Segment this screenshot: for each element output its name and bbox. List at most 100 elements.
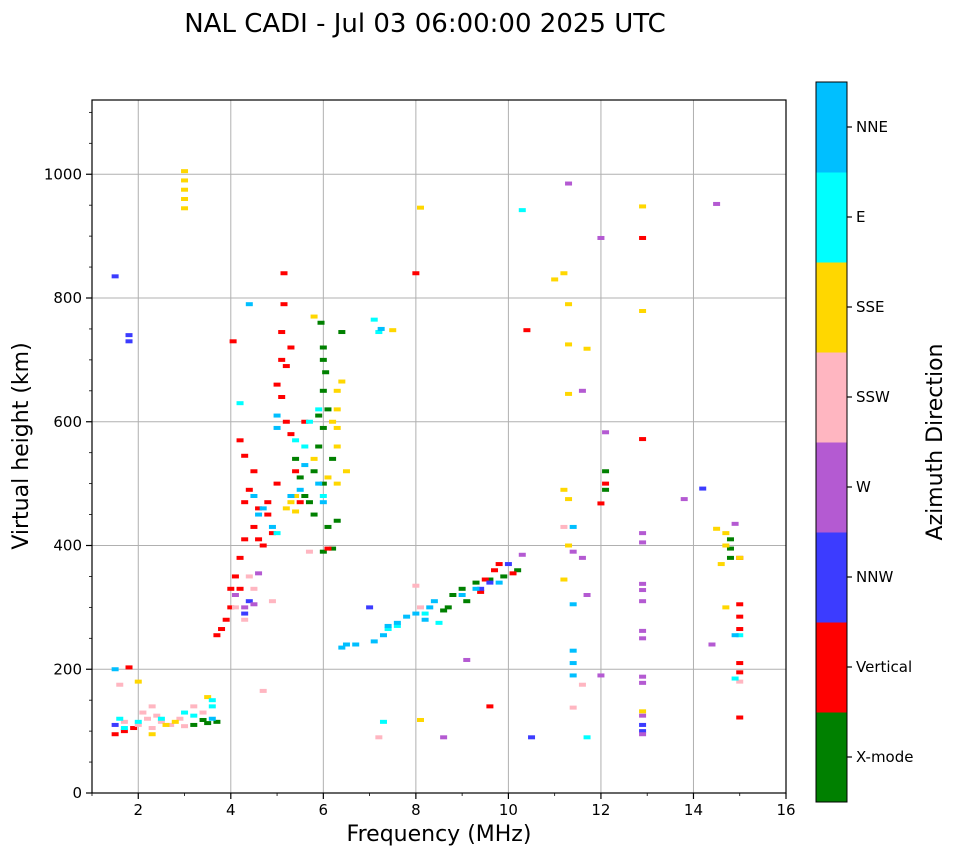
data-point-nnw — [125, 333, 133, 338]
data-point-sse — [389, 328, 397, 333]
data-point-sse — [639, 308, 647, 313]
data-point-sse — [722, 531, 730, 536]
data-point-vertical — [481, 577, 489, 582]
data-point-ssw — [560, 524, 568, 529]
data-point-vertical — [241, 453, 249, 458]
data-point-nne — [731, 633, 739, 638]
data-point-x-mode — [463, 599, 471, 604]
data-point-vertical — [245, 487, 253, 492]
data-point-vertical — [241, 500, 249, 505]
data-point-w — [255, 571, 263, 576]
data-point-x-mode — [319, 481, 327, 486]
data-point-nne — [315, 481, 323, 486]
data-point-w — [440, 735, 448, 740]
data-point-nnw — [241, 611, 249, 616]
data-point-sse — [583, 346, 591, 351]
data-point-vertical — [736, 627, 744, 632]
data-point-vertical — [639, 437, 647, 442]
data-point-sse — [204, 695, 212, 700]
data-point-ssw — [250, 586, 258, 591]
data-point-nnw — [477, 586, 485, 591]
data-point-x-mode — [296, 475, 304, 480]
data-point-nne — [569, 524, 577, 529]
data-point-nnw — [528, 735, 536, 740]
data-point-nnw — [125, 339, 133, 344]
data-point-vertical — [259, 543, 267, 548]
data-point-nne — [569, 661, 577, 666]
data-point-x-mode — [324, 407, 332, 412]
data-point-sse — [713, 526, 721, 531]
data-point-sse — [333, 425, 341, 430]
data-point-w — [639, 680, 647, 685]
data-point-sse — [551, 277, 559, 282]
data-point-vertical — [301, 419, 309, 424]
data-point-sse — [181, 197, 189, 201]
data-point-vertical — [280, 302, 288, 307]
data-point-vertical — [250, 469, 258, 474]
data-point-vertical — [287, 432, 295, 437]
data-point-sse — [338, 379, 346, 384]
data-point-sse — [134, 679, 142, 684]
data-point-sse — [639, 204, 647, 209]
data-point-ssw — [245, 574, 253, 579]
data-point-vertical — [639, 235, 647, 240]
data-point-sse — [333, 481, 341, 486]
data-point-vertical — [278, 330, 286, 335]
data-point-e — [301, 444, 309, 449]
data-point-ssw — [153, 713, 161, 718]
data-point-vertical — [273, 481, 281, 486]
data-point-w — [250, 602, 258, 607]
data-point-vertical — [412, 271, 420, 276]
x-tick-label: 4 — [226, 801, 236, 819]
colorbar-frame — [815, 81, 848, 803]
data-point-nne — [412, 611, 420, 616]
data-point-nne — [296, 487, 304, 492]
data-point-sse — [287, 500, 295, 505]
data-point-w — [639, 674, 647, 679]
data-point-nne — [377, 326, 385, 331]
data-point-nne — [259, 506, 267, 511]
data-point-sse — [181, 187, 189, 192]
x-tick-label: 16 — [776, 801, 795, 819]
x-tick-label: 14 — [684, 801, 703, 819]
data-point-w — [569, 549, 577, 554]
data-point-sse — [292, 509, 300, 514]
data-point-x-mode — [338, 330, 346, 335]
x-tick-label: 8 — [411, 801, 421, 819]
data-point-vertical — [292, 469, 300, 474]
data-point-w — [639, 732, 647, 737]
data-point-w — [565, 181, 573, 186]
data-point-w — [583, 593, 591, 597]
data-point-e — [236, 401, 244, 406]
data-point-vertical — [264, 500, 272, 505]
data-point-sse — [722, 543, 730, 548]
data-point-x-mode — [602, 469, 610, 474]
data-point-vertical — [273, 382, 281, 387]
data-point-w — [597, 235, 605, 240]
data-point-x-mode — [199, 717, 207, 722]
data-point-vertical — [296, 500, 304, 505]
data-point-vertical — [597, 501, 605, 506]
data-point-nnw — [486, 580, 494, 585]
data-point-sse — [565, 302, 573, 307]
data-point-nne — [273, 413, 281, 418]
data-point-sse — [171, 719, 179, 724]
data-point-vertical — [509, 571, 517, 576]
data-point-w — [708, 642, 716, 647]
data-point-x-mode — [329, 546, 337, 551]
data-point-x-mode — [305, 500, 313, 505]
y-tick-label: 800 — [53, 289, 82, 307]
data-point-w — [241, 605, 249, 610]
data-point-x-mode — [315, 413, 323, 418]
data-point-sse — [310, 314, 318, 319]
y-tick-label: 0 — [72, 784, 82, 802]
data-point-vertical — [486, 704, 494, 709]
data-point-vertical — [236, 438, 244, 443]
data-point-ssw — [569, 705, 577, 710]
colorbar-label: NNE — [856, 118, 888, 136]
data-point-x-mode — [190, 722, 198, 727]
data-point-vertical — [736, 602, 744, 607]
colorbar-segment-vertical — [816, 622, 847, 713]
data-point-w — [639, 636, 647, 641]
data-point-x-mode — [726, 537, 734, 542]
